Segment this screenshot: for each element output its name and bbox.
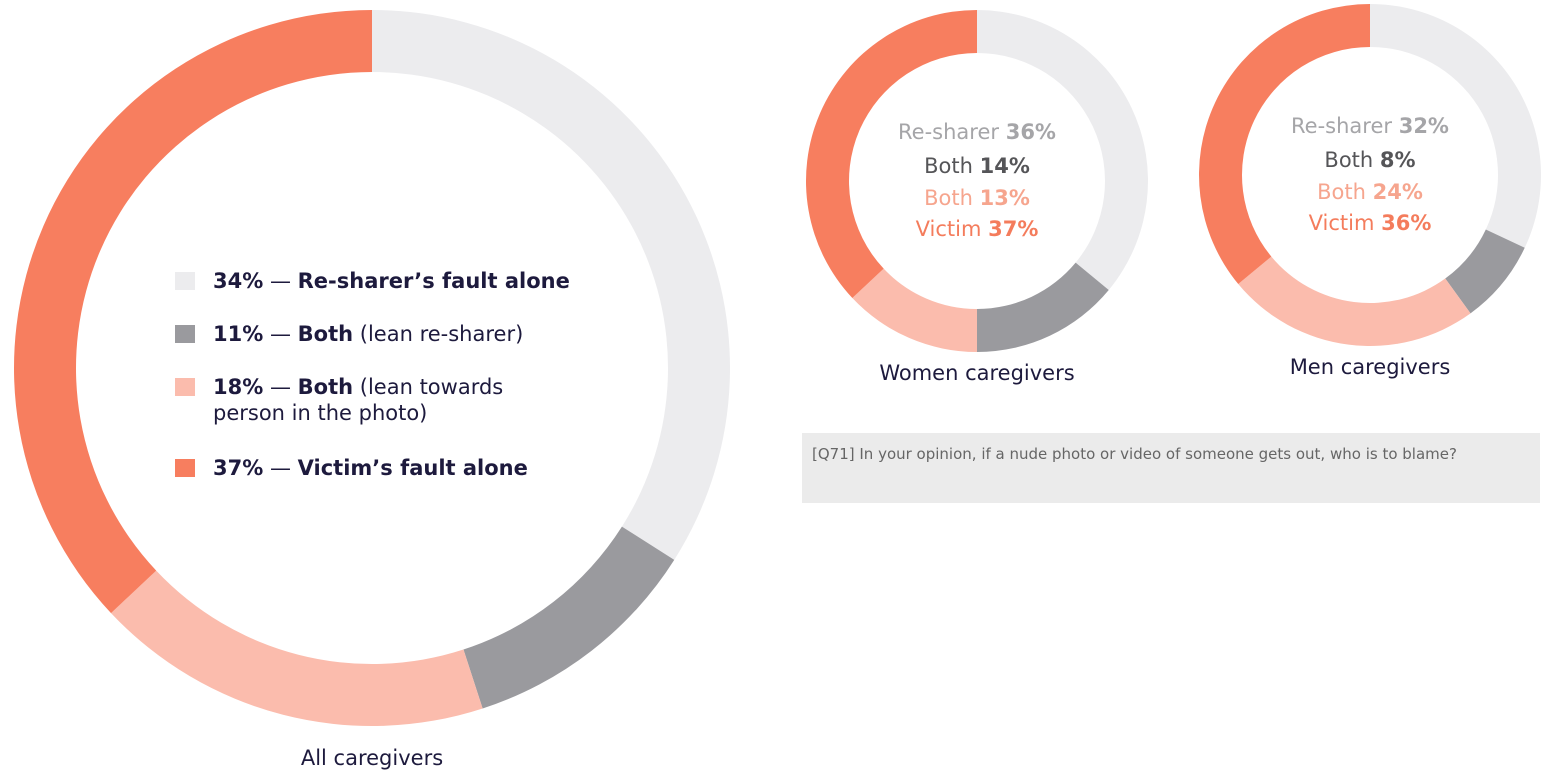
donut-segment	[14, 10, 372, 614]
legend-item: 34% — Re-sharer’s fault alone	[175, 268, 570, 294]
legend-swatch	[175, 459, 195, 477]
center-label-name: Re-sharer	[1291, 114, 1392, 138]
center-label-value: 36%	[1006, 120, 1056, 144]
center-label-name: Victim	[1309, 211, 1375, 235]
center-label-value: 36%	[1381, 211, 1431, 235]
donut-segment	[463, 526, 675, 709]
legend-swatch	[175, 325, 195, 343]
donut-segment	[1370, 4, 1541, 248]
legend-name: Both	[297, 375, 354, 399]
center-label: Re-sharer 32%	[1291, 114, 1449, 138]
center-label: Re-sharer 36%	[898, 120, 1056, 144]
legend-name: Victim’s fault alone	[297, 456, 528, 480]
center-label-value: 24%	[1373, 180, 1423, 204]
center-label-name: Both	[924, 186, 973, 210]
center-label: Both 8%	[1324, 148, 1415, 172]
donut-segment	[111, 570, 483, 726]
legend-separator: —	[269, 322, 291, 346]
center-label: Both 14%	[924, 154, 1030, 178]
donut-segment	[1198, 4, 1370, 284]
legend-note: (lean re-sharer)	[359, 322, 524, 346]
legend-value: 18%	[213, 375, 264, 399]
donut-segment	[977, 262, 1109, 352]
donut-segment	[852, 268, 977, 352]
legend-separator: —	[269, 456, 291, 480]
center-label-value: 8%	[1380, 148, 1416, 172]
donut-segment	[977, 10, 1149, 290]
center-label-value: 14%	[980, 154, 1030, 178]
legend-item: 37% — Victim’s fault alone	[175, 455, 570, 481]
legend-separator: —	[269, 269, 291, 293]
center-label: Victim 36%	[1309, 211, 1432, 235]
legend-separator: —	[269, 375, 291, 399]
donut-segment	[1445, 229, 1525, 314]
legend-value: 11%	[213, 322, 264, 346]
legend-name: Re-sharer’s fault alone	[297, 269, 570, 293]
legend: 34% — Re-sharer’s fault alone 11% — Both …	[175, 268, 570, 508]
footnote: [Q71] In your opinion, if a nude photo o…	[802, 433, 1540, 503]
center-label-name: Re-sharer	[898, 120, 999, 144]
center-label: Both 24%	[1317, 180, 1423, 204]
donut-segment	[1238, 256, 1471, 346]
legend-name: Both	[297, 322, 354, 346]
center-label: Victim 37%	[916, 217, 1039, 241]
center-label-value: 13%	[980, 186, 1030, 210]
chart-label: Women caregivers	[879, 361, 1074, 385]
donut-segment	[806, 10, 977, 299]
legend-item: 18% — Both (lean towards person in the p…	[175, 374, 513, 426]
legend-item: 11% — Both (lean re-sharer)	[175, 321, 570, 347]
donut-segment	[372, 10, 730, 560]
center-label-name: Both	[1317, 180, 1366, 204]
center-label-name: Victim	[916, 217, 982, 241]
center-label-value: 32%	[1399, 114, 1449, 138]
legend-swatch	[175, 378, 195, 396]
center-label: Both 13%	[924, 186, 1030, 210]
legend-value: 37%	[213, 456, 264, 480]
chart-label: All caregivers	[301, 746, 443, 770]
chart-label: Men caregivers	[1290, 355, 1451, 379]
center-label-name: Both	[1324, 148, 1373, 172]
legend-note: (lean towards person in the photo)	[213, 375, 504, 425]
center-label-name: Both	[924, 154, 973, 178]
center-label-value: 37%	[988, 217, 1038, 241]
legend-swatch	[175, 272, 195, 290]
legend-value: 34%	[213, 269, 264, 293]
